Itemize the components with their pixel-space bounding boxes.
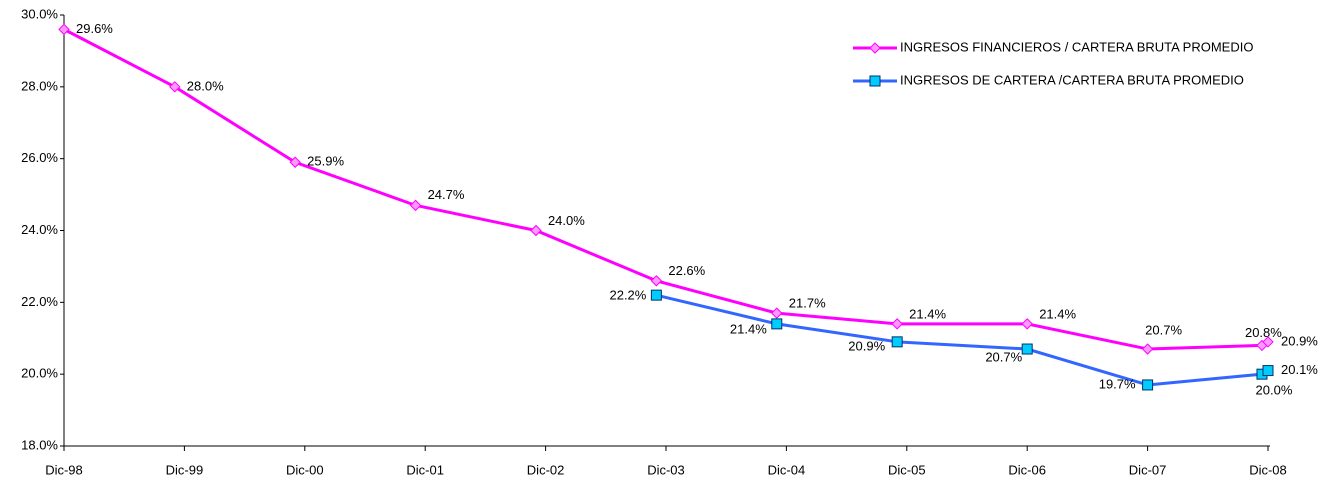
marker — [771, 307, 783, 319]
y-tick-label: 18.0% — [21, 437, 58, 452]
legend-label: INGRESOS FINANCIEROS / CARTERA BRUTA PRO… — [900, 39, 1253, 54]
x-tick-label: Dic-01 — [406, 462, 444, 477]
y-tick-label: 28.0% — [21, 78, 58, 93]
marker — [650, 289, 662, 301]
x-tick-label: Dic-03 — [647, 462, 685, 477]
marker — [891, 336, 903, 348]
data-label: 20.9% — [1281, 333, 1318, 348]
x-tick-label: Dic-06 — [1008, 462, 1046, 477]
series-line — [63, 28, 1269, 351]
legend-marker — [869, 42, 881, 54]
data-label: 20.1% — [1281, 362, 1318, 377]
marker — [289, 156, 301, 168]
legend-marker — [869, 75, 881, 87]
x-tick-label: Dic-05 — [888, 462, 926, 477]
y-tick-label: 26.0% — [21, 150, 58, 165]
y-tick-label: 30.0% — [21, 6, 58, 21]
legend-label: INGRESOS DE CARTERA /CARTERA BRUTA PROME… — [900, 72, 1244, 87]
y-tick-label: 22.0% — [21, 294, 58, 309]
x-tick-label: Dic-07 — [1129, 462, 1167, 477]
marker — [1262, 336, 1274, 348]
marker — [1021, 318, 1033, 330]
marker — [1141, 343, 1154, 355]
data-label: 20.7% — [985, 349, 1022, 364]
data-label: 20.8% — [1245, 325, 1282, 340]
data-label: 22.6% — [668, 263, 705, 278]
x-tick-label: Dic-02 — [527, 462, 565, 477]
x-tick-label: Dic-98 — [45, 462, 83, 477]
data-label: 24.7% — [428, 187, 465, 202]
data-label: 21.4% — [730, 321, 767, 336]
data-label: 22.2% — [609, 288, 646, 303]
marker — [409, 199, 422, 212]
y-tick-label: 24.0% — [21, 222, 58, 237]
marker — [530, 224, 542, 237]
y-tick-label: 20.0% — [21, 366, 58, 381]
data-label: 20.9% — [848, 338, 885, 353]
data-label: 29.6% — [76, 21, 113, 36]
data-label: 21.7% — [789, 296, 826, 311]
data-label: 24.0% — [548, 213, 585, 228]
data-label: 20.7% — [1145, 322, 1182, 337]
x-tick-label: Dic-99 — [166, 462, 204, 477]
marker — [1262, 365, 1274, 377]
data-label: 21.4% — [1039, 306, 1076, 321]
data-label: 21.4% — [909, 306, 946, 321]
data-label: 28.0% — [187, 78, 224, 93]
data-label: 20.0% — [1256, 383, 1293, 398]
marker — [771, 318, 783, 330]
marker — [1021, 343, 1033, 355]
marker — [169, 81, 181, 93]
marker — [58, 23, 70, 36]
marker — [650, 275, 663, 287]
x-tick-label: Dic-04 — [768, 462, 806, 477]
marker — [891, 318, 903, 330]
marker — [1142, 379, 1154, 391]
data-label: 25.9% — [307, 154, 344, 169]
x-tick-label: Dic-00 — [286, 462, 324, 477]
series-line — [656, 293, 1269, 387]
data-label: 19.7% — [1099, 376, 1136, 391]
x-tick-label: Dic-08 — [1249, 462, 1287, 477]
